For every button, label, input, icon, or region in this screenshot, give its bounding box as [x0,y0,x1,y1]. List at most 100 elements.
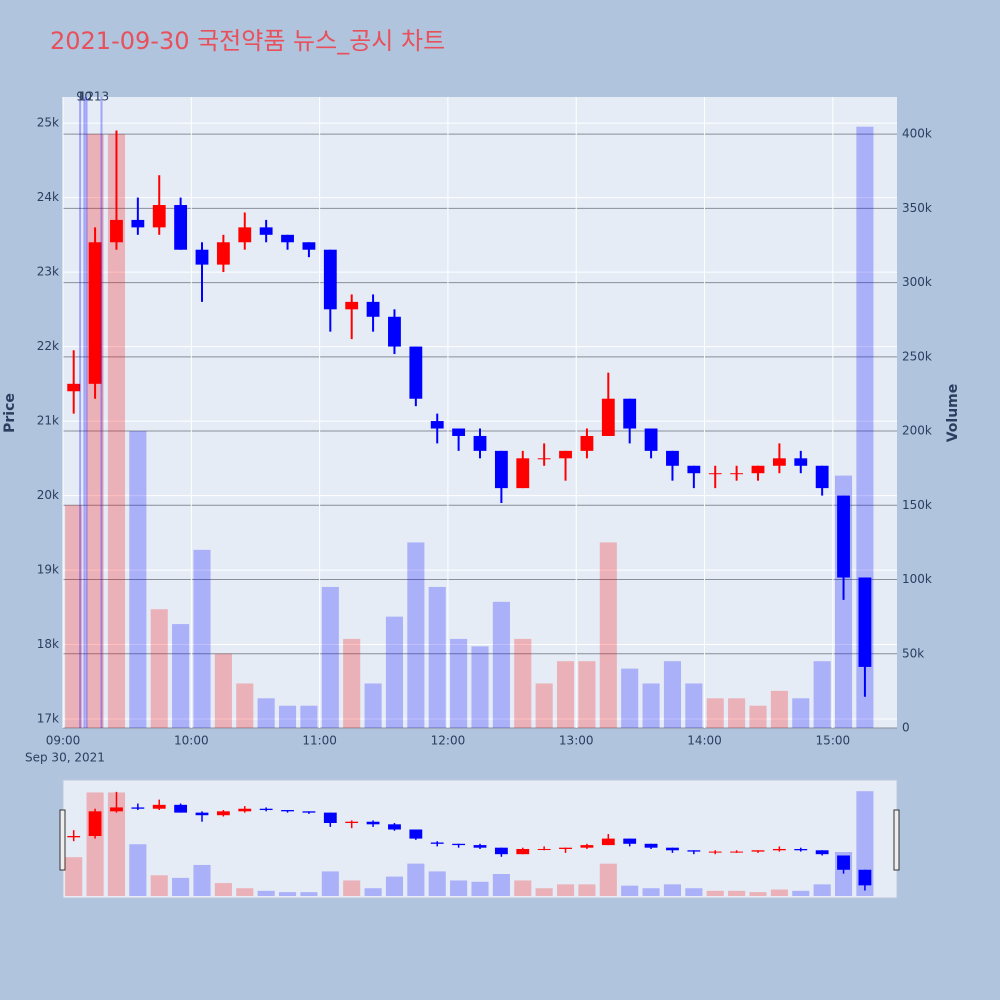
news-label: 9 [76,90,84,104]
news-label: 12 [79,90,94,104]
volume-bar-mini [257,890,275,896]
volume-bar [813,661,831,728]
candle-body [88,242,102,384]
volume-bar [407,542,425,728]
volume-bar [65,505,83,728]
volume-bar [343,638,361,728]
candle-body-mini [152,804,166,809]
y2-tick-label: 400k [902,127,932,141]
volume-bar-mini [749,892,767,896]
volume-bar [257,698,275,728]
volume-bar-mini [385,876,404,896]
volume-bar [749,705,767,728]
candle-body-mini [88,811,102,836]
candle-body [238,227,252,243]
volume-bar [193,549,211,728]
volume-bar [706,698,724,728]
x-date-label: Sep 30, 2021 [25,751,105,765]
y2-axis-title: Volume [945,384,961,443]
volume-bar-mini [428,871,446,896]
candle-body [152,205,166,228]
candle-body [815,465,829,489]
candle-body [794,458,808,466]
candle-body-mini [516,848,530,855]
volume-bar-mini [343,880,361,896]
candle-body [623,398,637,429]
y-tick-label: 21k [37,414,59,428]
candle-body [772,458,786,466]
candle-body-mini [409,829,423,839]
volume-bar [214,653,232,728]
volume-bar-mini [364,888,382,896]
volume-bar-mini [129,844,147,896]
candle-body-mini [494,847,508,855]
candle-body-mini [195,812,209,816]
candle-body [323,249,337,310]
volume-bar-mini [492,874,510,896]
volume-bar [556,661,575,728]
y-tick-label: 24k [37,190,59,204]
y2-tick-label: 50k [902,646,924,660]
y-axis-title: Price [2,393,18,433]
volume-bar [792,698,810,728]
x-tick-label: 10:00 [174,734,209,748]
candle-body-mini [366,821,380,825]
volume-bar [364,683,382,728]
range-handle[interactable] [59,809,66,871]
volume-bar [428,586,446,728]
volume-bar-mini [556,884,575,896]
candle-body [259,227,273,235]
volume-bar-mini [621,885,639,896]
volume-bar-mini [86,792,104,896]
candle-body-mini [216,811,230,816]
candle-body-mini [430,842,444,844]
candle-body-mini [67,836,81,838]
candle-body-mini [772,848,786,851]
candle-body [195,249,209,265]
candle-body-mini [559,847,572,849]
candle-body-mini [666,847,679,851]
chart-title: 2021-09-30 국전약품 뉴스_공시 차트 [50,27,445,55]
volume-bar-mini [642,888,660,896]
volume-bar-mini [450,880,468,896]
candle-body [494,450,508,489]
volume-bar [621,668,639,728]
candle-body-mini [687,850,701,852]
candle-body-mini [174,804,188,813]
candle-body [67,383,81,392]
candle-body-mini [473,845,487,848]
volume-bar-mini [728,890,746,896]
candle-body [473,435,487,451]
volume-bar-mini [193,864,211,896]
candle-body-mini [388,824,401,830]
range-slider[interactable] [62,779,898,899]
y-tick-label: 23k [37,265,59,279]
candle-body-mini [323,812,337,824]
volume-bar [129,431,147,728]
candle-body [708,473,722,475]
y-tick-label: 25k [37,116,59,130]
range-handle[interactable] [893,809,900,871]
candle-body [537,458,551,460]
volume-bar [642,683,660,728]
candle-body-mini [452,843,466,846]
y2-tick-label: 350k [902,201,932,215]
volume-bar-mini [578,884,596,896]
volume-bar [300,705,318,728]
candle-body [858,577,872,667]
y-tick-label: 17k [37,712,59,726]
volume-bar-mini [278,892,297,896]
volume-bar [728,698,746,728]
volume-bar [599,542,617,728]
candle-body-mini [580,845,594,848]
candle-body-mini [601,838,615,846]
volume-bar-mini [65,857,83,896]
volume-bar-mini [685,888,703,896]
volume-bar [685,683,703,728]
volume-bar [770,690,788,728]
candle-body [644,428,658,451]
volume-bar-mini [535,888,553,896]
candle-body [302,242,316,250]
candle-body [687,465,701,474]
